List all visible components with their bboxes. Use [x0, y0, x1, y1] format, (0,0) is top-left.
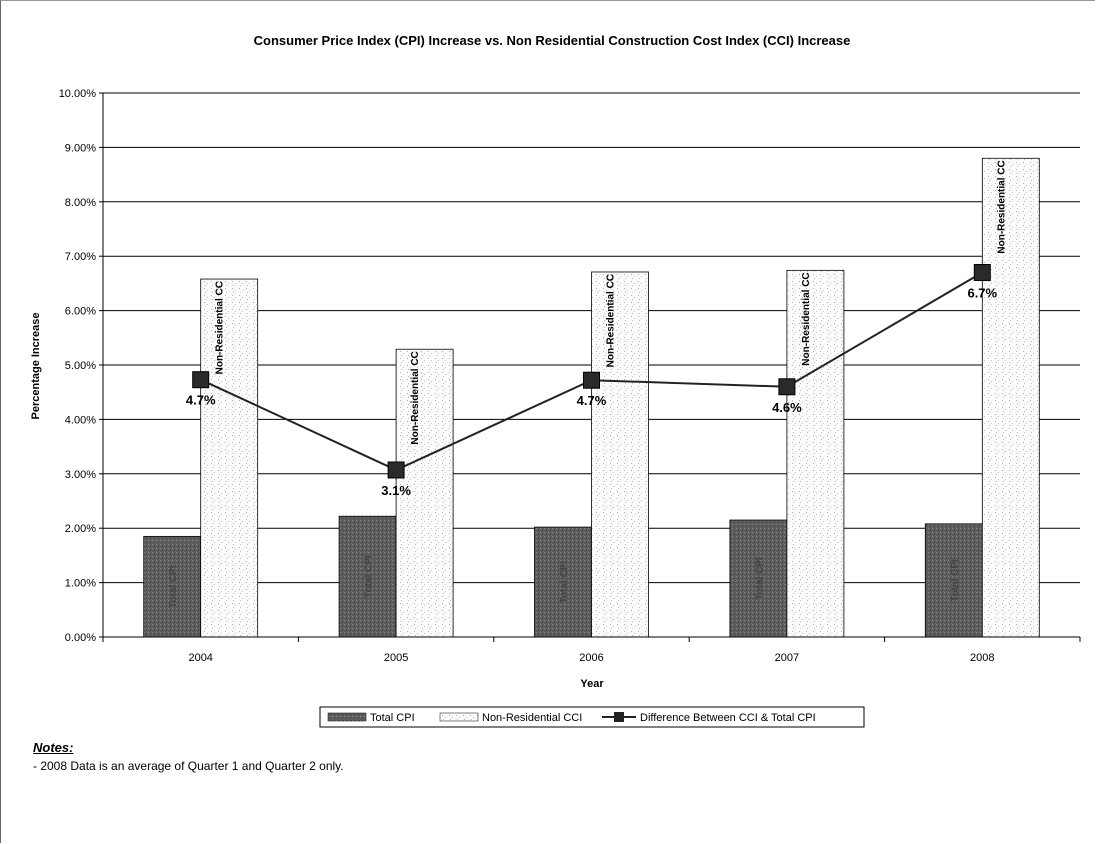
difference-point	[973, 264, 991, 282]
x-axis-label: Year	[580, 678, 604, 690]
y-tick-label: 0.00%	[65, 632, 96, 644]
difference-point	[778, 378, 796, 396]
bar-total-cpi	[534, 526, 592, 638]
chart-title: Consumer Price Index (CPI) Increase vs. …	[254, 33, 851, 48]
legend-label-non-residential-cci: Non-Residential CCI	[482, 712, 582, 724]
x-tick-label: 2008	[970, 652, 994, 664]
bar-total-cpi	[143, 535, 202, 638]
difference-point	[192, 371, 210, 389]
y-tick-label: 1.00%	[65, 578, 96, 590]
bar-total-cpi	[924, 523, 983, 638]
legend-swatch-total-cpi	[327, 712, 367, 722]
bar-non-residential-cci	[786, 269, 845, 638]
difference-line: 4.7% 3.1% 4.7% 4.6% 6.7%	[186, 264, 998, 498]
x-tick-label: 2006	[579, 652, 603, 664]
y-axis-label: Percentage Increase	[30, 312, 42, 419]
difference-point	[583, 371, 600, 389]
x-tick-label: 2005	[384, 652, 408, 664]
y-axis-ticks: 0.00% 1.00% 2.00% 3.00% 4.00% 5.00% 6.00% 7.00%…	[59, 88, 103, 644]
bar-total-cpi	[338, 515, 397, 638]
y-tick-label: 8.00%	[65, 197, 96, 209]
bar-label-total-cpi: Total CPI	[364, 555, 375, 598]
bar-label-non-residential-cci: Non-Residential CC	[215, 281, 226, 374]
bar-label-total-cpi: Total CPI	[754, 557, 765, 600]
y-tick-label: 4.00%	[65, 414, 96, 426]
legend: Total CPI Non-Residential CCI Difference…	[319, 706, 865, 728]
bar-label-non-residential-cci: Non-Residential CC	[996, 160, 1007, 253]
bar-label-non-residential-cci: Non-Residential CC	[801, 272, 812, 365]
legend-label-difference: Difference Between CCI & Total CPI	[640, 712, 816, 724]
y-tick-label: 5.00%	[65, 360, 96, 372]
legend-box	[319, 706, 865, 728]
bar-label-total-cpi: Total CPI	[168, 565, 179, 608]
bar-non-residential-cci	[200, 278, 259, 638]
x-tick-label: 2007	[775, 652, 799, 664]
bar-total-cpi	[729, 519, 788, 638]
bar-label-total-cpi: Total CPI	[559, 561, 570, 604]
bar-label-total-cpi: Total CPI	[950, 559, 961, 602]
difference-data-label: 6.7%	[967, 286, 997, 301]
notes-section: Notes: - 2008 Data is an average of Quar…	[33, 740, 344, 773]
x-axis-ticks: 2004 2005 2006 2007 2008	[102, 637, 1081, 664]
y-tick-label: 2.00%	[65, 523, 96, 535]
x-tick-label: 2004	[188, 652, 212, 664]
bar-non-residential-cci	[591, 271, 649, 638]
bar-non-residential-cci	[981, 157, 1040, 638]
difference-data-label: 3.1%	[381, 483, 411, 498]
notes-heading: Notes:	[33, 740, 74, 755]
legend-label-total-cpi: Total CPI	[370, 712, 415, 724]
chart-svg: Consumer Price Index (CPI) Increase vs. …	[30, 33, 1081, 728]
difference-data-label: 4.7%	[186, 393, 216, 408]
y-tick-label: 3.00%	[65, 469, 96, 481]
legend-swatch-difference-marker	[614, 712, 624, 722]
legend-swatch-non-residential-cci	[439, 712, 479, 722]
notes-line: - 2008 Data is an average of Quarter 1 a…	[33, 759, 344, 773]
bar-label-non-residential-cci: Non-Residential CC	[410, 351, 421, 444]
y-tick-label: 6.00%	[65, 306, 96, 318]
difference-data-label: 4.7%	[577, 393, 607, 408]
y-tick-label: 9.00%	[65, 142, 96, 154]
bar-labels: Total CPI Non-Residential CC Total CPI Non-…	[168, 160, 1007, 608]
y-tick-label: 7.00%	[65, 251, 96, 263]
difference-point	[387, 461, 405, 479]
y-tick-label: 10.00%	[59, 88, 97, 100]
difference-data-label: 4.6%	[772, 400, 802, 415]
bar-label-non-residential-cci: Non-Residential CC	[606, 274, 617, 367]
bars	[143, 157, 1040, 638]
